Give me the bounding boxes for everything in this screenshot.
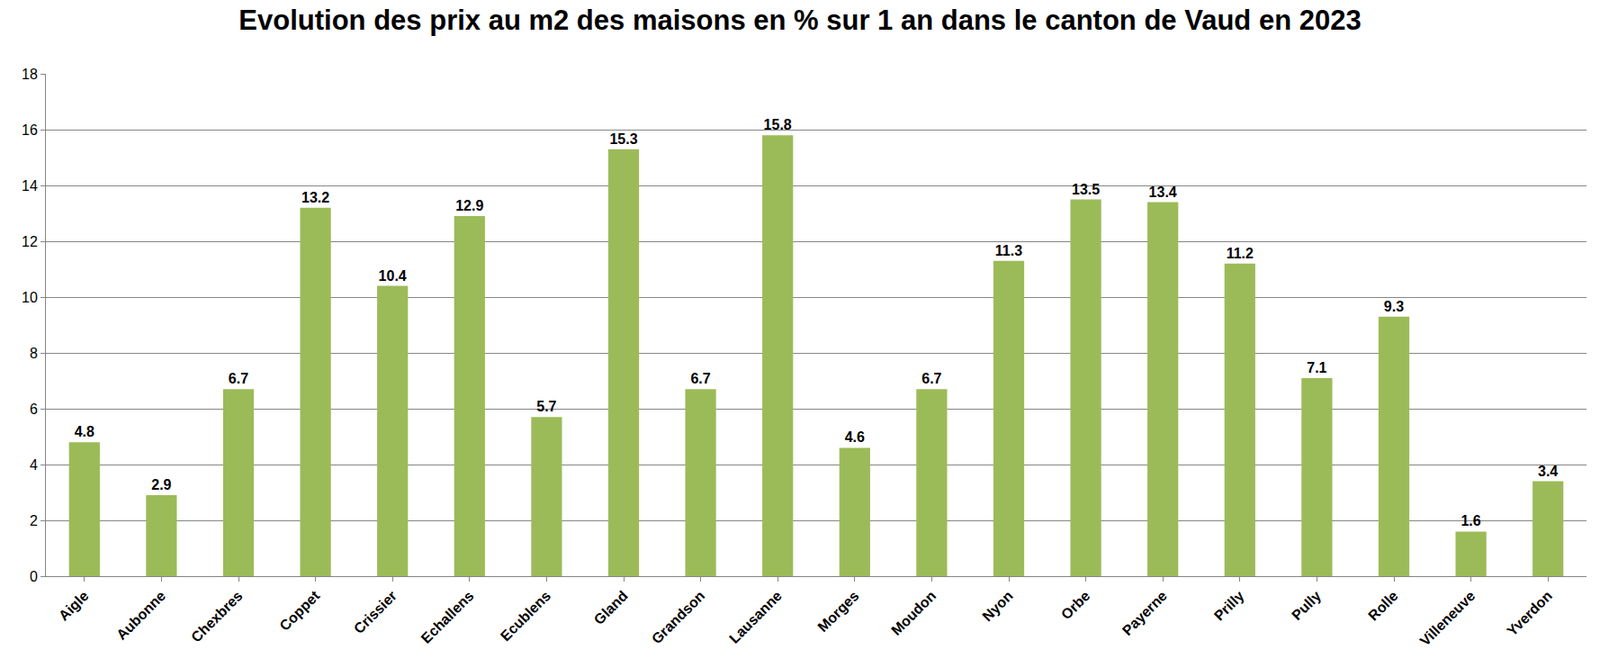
svg-text:10.4: 10.4	[378, 268, 407, 284]
svg-text:8: 8	[29, 345, 38, 361]
svg-text:Payerne: Payerne	[1119, 587, 1170, 639]
svg-text:0: 0	[29, 568, 38, 585]
svg-text:4.6: 4.6	[844, 429, 865, 445]
svg-text:Crissier: Crissier	[350, 587, 400, 637]
svg-text:15.3: 15.3	[609, 131, 638, 147]
svg-text:7.1: 7.1	[1306, 359, 1327, 376]
svg-text:Prilly: Prilly	[1211, 587, 1248, 624]
svg-text:Aigle: Aigle	[55, 587, 92, 624]
svg-text:12.9: 12.9	[455, 197, 484, 214]
svg-text:Morges: Morges	[814, 587, 862, 635]
svg-text:Pully: Pully	[1288, 587, 1324, 623]
svg-text:Lausanne: Lausanne	[726, 587, 785, 647]
svg-text:14: 14	[21, 178, 38, 194]
svg-text:11.3: 11.3	[995, 242, 1023, 259]
svg-text:6.7: 6.7	[921, 370, 942, 387]
svg-text:13.2: 13.2	[301, 189, 330, 206]
svg-text:6: 6	[29, 401, 38, 417]
svg-text:2: 2	[29, 512, 38, 529]
svg-text:6.7: 6.7	[690, 370, 711, 387]
svg-text:13.4: 13.4	[1149, 184, 1178, 200]
svg-text:2.9: 2.9	[151, 476, 171, 493]
svg-text:4.8: 4.8	[74, 423, 95, 440]
svg-text:15.8: 15.8	[764, 116, 792, 133]
svg-text:Moudon: Moudon	[888, 587, 939, 639]
svg-text:16: 16	[21, 122, 38, 138]
svg-text:18: 18	[21, 66, 38, 82]
svg-text:Orbe: Orbe	[1058, 587, 1093, 622]
svg-text:Coppet: Coppet	[276, 586, 323, 633]
svg-text:Rolle: Rolle	[1365, 587, 1402, 624]
svg-text:13.5: 13.5	[1071, 181, 1100, 198]
svg-text:Ecublens: Ecublens	[497, 587, 554, 644]
svg-text:10: 10	[21, 289, 38, 306]
svg-text:12: 12	[21, 233, 38, 250]
svg-text:Nyon: Nyon	[979, 587, 1016, 624]
svg-text:Villeneuve: Villeneuve	[1417, 587, 1479, 649]
svg-text:1.6: 1.6	[1460, 512, 1481, 529]
svg-text:Yverdon: Yverdon	[1503, 587, 1556, 639]
svg-text:Grandson: Grandson	[648, 587, 708, 647]
svg-text:4: 4	[29, 457, 38, 473]
svg-text:5.7: 5.7	[536, 398, 557, 414]
svg-text:Echallens: Echallens	[418, 587, 477, 647]
svg-text:Evolution des prix au m2 des m: Evolution des prix au m2 des maisons en …	[238, 4, 1361, 36]
svg-text:6.7: 6.7	[228, 370, 249, 387]
svg-text:Aubonne: Aubonne	[113, 587, 169, 643]
svg-text:Gland: Gland	[591, 587, 631, 628]
svg-text:11.2: 11.2	[1226, 245, 1254, 261]
svg-text:3.4: 3.4	[1537, 463, 1558, 479]
svg-text:Chexbres: Chexbres	[188, 587, 246, 646]
svg-text:9.3: 9.3	[1384, 298, 1404, 315]
